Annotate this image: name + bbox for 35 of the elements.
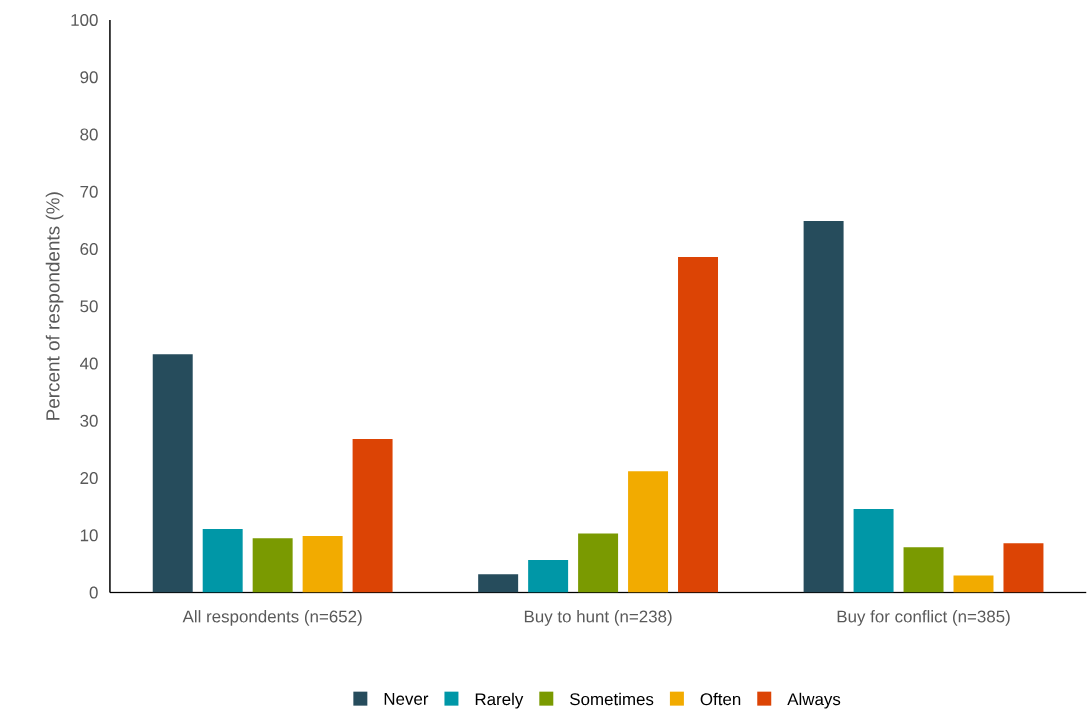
y-tick-label: 0 <box>89 586 98 599</box>
x-tick-label: Buy to hunt (n=238) <box>524 609 672 626</box>
bar <box>1003 543 1044 593</box>
legend-label: Always <box>787 692 841 709</box>
y-tick-label: 60 <box>80 242 98 255</box>
bar <box>953 575 994 593</box>
bar <box>202 528 243 593</box>
y-tick-label: 20 <box>80 471 98 484</box>
bar <box>803 220 844 593</box>
bar <box>853 508 894 593</box>
y-tick-label: 70 <box>80 185 98 198</box>
bar <box>302 535 343 593</box>
legend-label: Never <box>384 692 429 705</box>
y-tick-label: 90 <box>80 71 98 83</box>
legend-label: Often <box>700 692 741 705</box>
x-tick-label: Buy for conflict (n=385) <box>837 609 1010 626</box>
bar <box>352 438 393 593</box>
legend-label: Sometimes <box>570 692 654 705</box>
bar <box>628 470 669 593</box>
bar <box>528 559 569 593</box>
y-tick-label: 80 <box>80 128 98 141</box>
bar <box>478 574 519 593</box>
bar <box>678 256 719 593</box>
bar <box>903 547 944 593</box>
x-tick-label: All respondents (n=652) <box>182 609 362 626</box>
bar <box>152 354 193 593</box>
y-tick-label: 100 <box>71 13 98 26</box>
y-tick-label: 30 <box>80 414 98 427</box>
bar <box>252 537 293 593</box>
y-tick-label: 50 <box>80 300 98 313</box>
bar <box>578 533 619 593</box>
legend-label: Rarely <box>475 692 524 709</box>
y-tick-label: 10 <box>80 529 98 542</box>
y-axis-title: Percent of respondents (%) <box>45 192 64 420</box>
y-tick-label: 40 <box>79 357 98 370</box>
